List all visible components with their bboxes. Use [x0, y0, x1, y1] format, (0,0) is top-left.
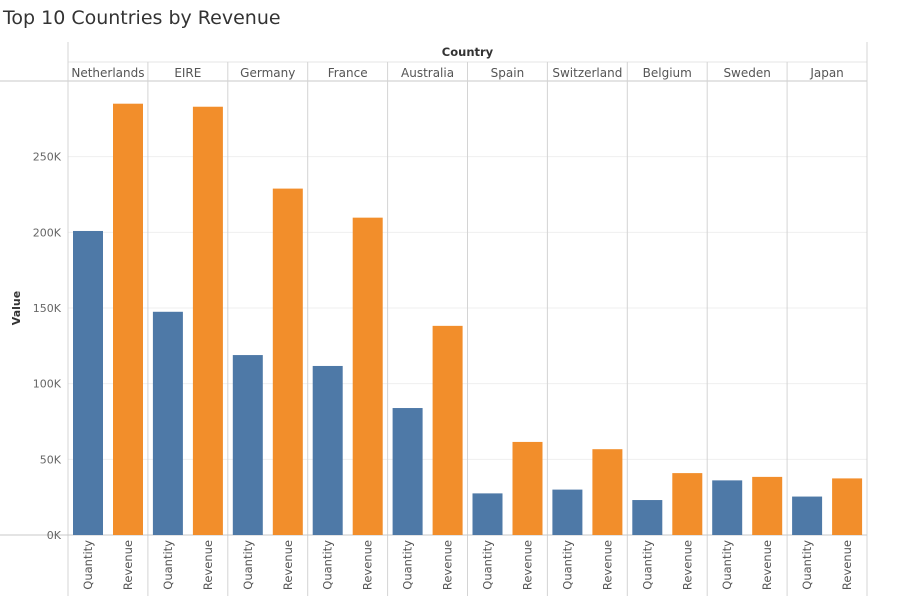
bar-quantity: [392, 408, 423, 535]
bar-revenue: [752, 476, 783, 535]
category-label: Japan: [809, 66, 843, 80]
category-label: Spain: [491, 66, 525, 80]
measure-label: Quantity: [321, 540, 335, 590]
measure-label: Revenue: [361, 540, 375, 590]
bar-revenue: [192, 106, 223, 535]
bar-revenue: [592, 449, 623, 535]
y-tick-label: 100K: [33, 378, 62, 391]
measure-label: Revenue: [201, 540, 215, 590]
measure-label: Revenue: [121, 540, 135, 590]
bar-quantity: [712, 480, 743, 535]
measure-label: Revenue: [760, 540, 774, 590]
measure-label: Quantity: [560, 540, 574, 590]
measure-label: Quantity: [81, 540, 95, 590]
bar-revenue: [113, 103, 143, 535]
bar-revenue: [672, 473, 703, 535]
y-tick-label: 50K: [40, 453, 62, 466]
bar-quantity: [152, 311, 183, 535]
chart-title: Top 10 Countries by Revenue: [3, 7, 281, 29]
category-label: EIRE: [174, 66, 201, 80]
y-tick-label: 0K: [47, 529, 62, 542]
bars: [73, 103, 863, 536]
measure-label: Revenue: [441, 540, 455, 590]
category-label: Germany: [240, 66, 295, 80]
category-label: Belgium: [643, 66, 692, 80]
category-label: Sweden: [723, 66, 770, 80]
measure-label: Quantity: [241, 540, 255, 590]
y-tick-label: 250K: [33, 151, 62, 164]
measure-label: Revenue: [281, 540, 295, 590]
category-label: France: [328, 66, 368, 80]
column-header: Country: [442, 45, 494, 59]
measure-label: Quantity: [640, 540, 654, 590]
measure-label: Revenue: [840, 540, 854, 590]
bar-quantity: [312, 365, 343, 535]
category-label: Netherlands: [71, 66, 144, 80]
category-label: Australia: [401, 66, 454, 80]
measure-label: Quantity: [161, 540, 175, 590]
bar-quantity: [552, 489, 583, 535]
category-label: Switzerland: [552, 66, 622, 80]
bar-revenue: [352, 217, 383, 536]
measure-label: Quantity: [800, 540, 814, 590]
bar-quantity: [73, 230, 103, 536]
measure-label: Quantity: [481, 540, 495, 590]
bar-quantity: [792, 496, 823, 535]
bar-quantity: [472, 493, 503, 535]
bar-revenue: [832, 478, 863, 535]
measure-label: Revenue: [600, 540, 614, 590]
y-axis-label: Value: [10, 291, 23, 325]
measure-label: Quantity: [401, 540, 415, 590]
bar-revenue: [432, 325, 463, 535]
bar-revenue: [272, 188, 303, 535]
bar-quantity: [632, 500, 663, 535]
y-tick-label: 200K: [33, 226, 62, 239]
measure-label: Revenue: [521, 540, 535, 590]
bar-quantity: [232, 355, 263, 535]
measure-label: Quantity: [720, 540, 734, 590]
measure-label: Revenue: [680, 540, 694, 590]
bar-revenue: [512, 441, 543, 535]
labels: Country 0K 50K 100K 150K 200K 250K Value Netherl…: [10, 45, 854, 590]
y-tick-label: 150K: [33, 302, 62, 315]
